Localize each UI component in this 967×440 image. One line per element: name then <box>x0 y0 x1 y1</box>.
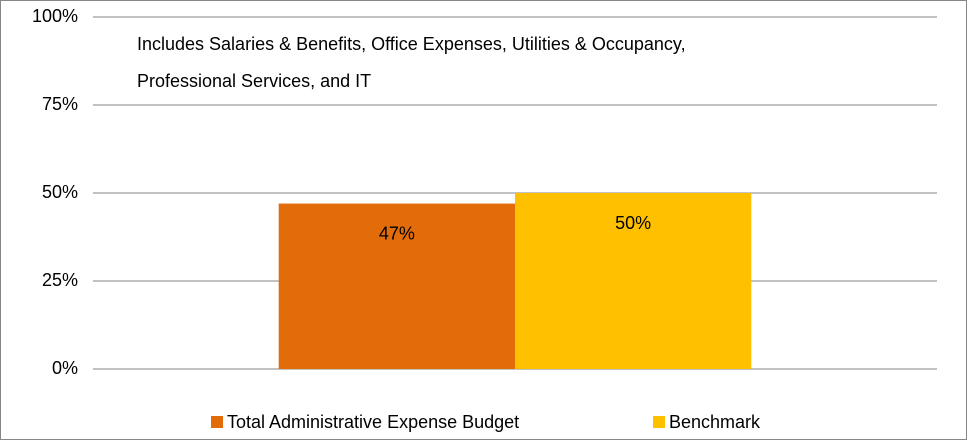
y-tick-label: 25% <box>42 270 78 290</box>
data-label: 47% <box>379 223 415 243</box>
y-tick-label: 75% <box>42 94 78 114</box>
y-tick-label: 50% <box>42 182 78 202</box>
y-tick-label: 100% <box>32 6 78 26</box>
bar <box>278 203 515 369</box>
annotation: Includes Salaries & Benefits, Office Exp… <box>137 34 686 54</box>
annotation: Professional Services, and IT <box>137 71 371 91</box>
legend-swatch <box>211 416 223 428</box>
bar <box>515 193 752 369</box>
y-tick-label: 0% <box>52 358 78 378</box>
legend-label: Benchmark <box>669 412 761 432</box>
data-label: 50% <box>615 213 651 233</box>
legend-label: Total Administrative Expense Budget <box>227 412 519 432</box>
legend-swatch <box>653 416 665 428</box>
